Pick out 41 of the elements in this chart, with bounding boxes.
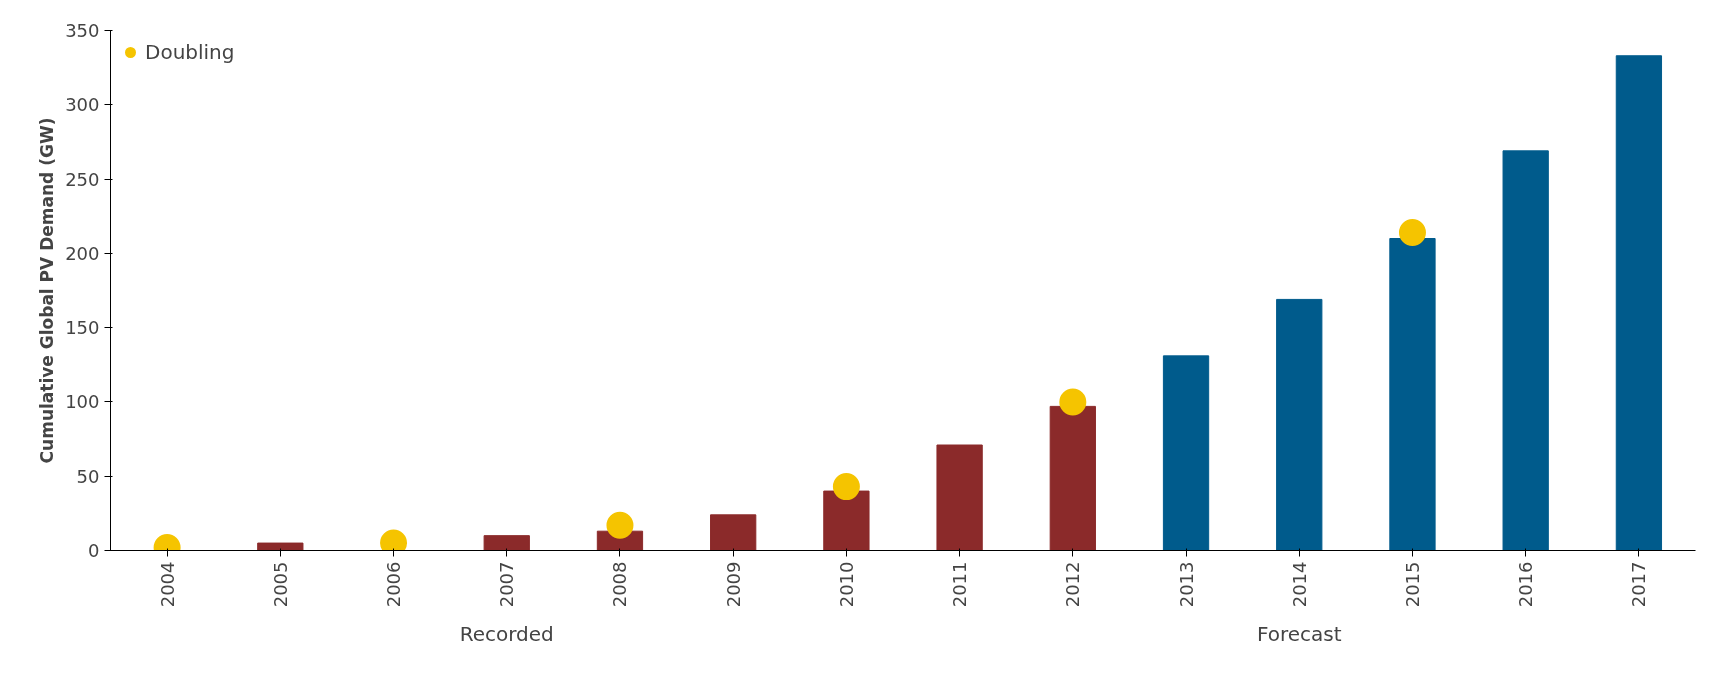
- legend-label: Doubling: [145, 40, 235, 64]
- x-tick-label: 2013: [1175, 561, 1197, 608]
- y-tick-label: 250: [65, 168, 100, 190]
- bar: [1615, 55, 1663, 551]
- bar: [1162, 355, 1210, 551]
- x-tick-label: 2007: [496, 561, 518, 608]
- bar: [1389, 238, 1436, 551]
- x-tick-label: 2009: [722, 561, 744, 608]
- bar: [1276, 298, 1323, 551]
- point: [1398, 219, 1426, 247]
- point: [606, 511, 634, 539]
- x-tick-label: 2004: [156, 561, 178, 608]
- y-tick-label: 300: [65, 94, 100, 116]
- y-tick-label: 350: [65, 20, 100, 41]
- x-tick-label: 2005: [269, 561, 291, 608]
- x-tick-label: 2010: [835, 561, 857, 608]
- x-tick-label: 2012: [1062, 561, 1084, 608]
- y-axis-title: Cumulative Global PV Demand (GW): [37, 117, 58, 464]
- x-tick-label: 2017: [1628, 561, 1650, 608]
- y-tick-label: 150: [65, 317, 100, 339]
- point: [832, 473, 860, 501]
- bar: [257, 542, 304, 551]
- bar: [1049, 405, 1096, 551]
- x-tick-label: 2015: [1401, 561, 1423, 608]
- text: Recorded: [459, 621, 554, 646]
- text: Forecast: [1256, 621, 1342, 646]
- point: [1059, 388, 1087, 416]
- x-tick-label: 2014: [1288, 561, 1310, 608]
- y-tick-label: 100: [65, 391, 100, 413]
- bar: [710, 514, 757, 551]
- bar: [1502, 150, 1549, 551]
- y-tick-label: 50: [76, 465, 100, 487]
- y-tick-label: 200: [65, 242, 100, 264]
- y-tick-label: 0: [88, 540, 100, 561]
- bar: [823, 490, 870, 551]
- x-tick-label: 2016: [1515, 561, 1537, 608]
- bar: [936, 444, 983, 551]
- x-tick-label: 2008: [609, 561, 631, 608]
- x-tick-label: 2006: [383, 561, 405, 608]
- bar: [483, 535, 530, 551]
- x-tick-label: 2011: [949, 561, 971, 608]
